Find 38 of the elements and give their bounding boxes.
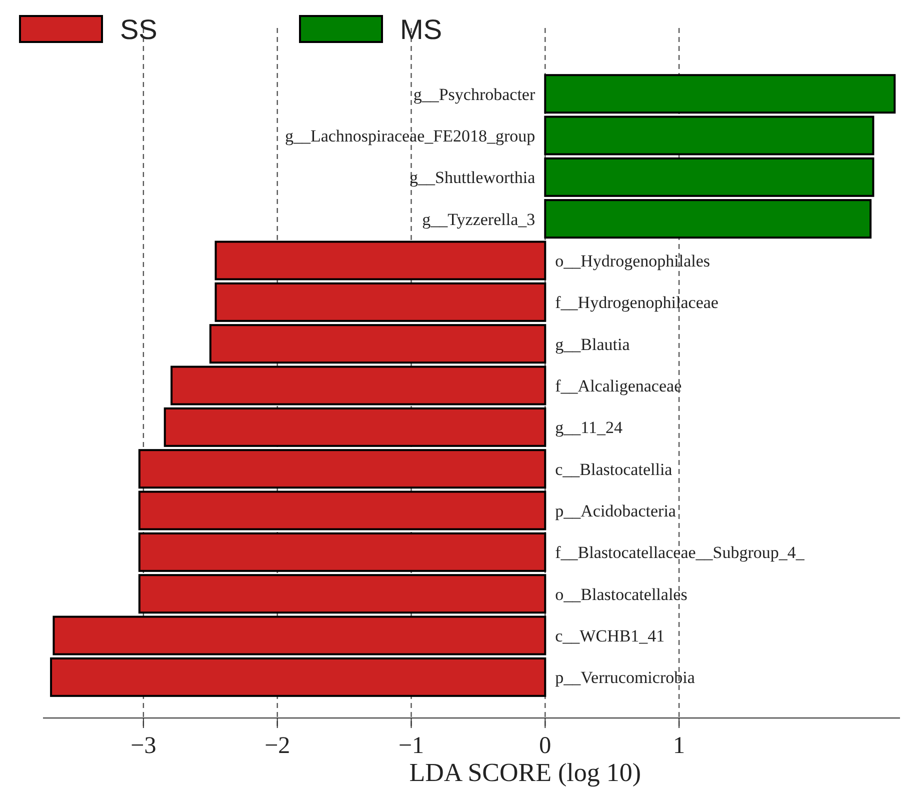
bar <box>138 532 546 572</box>
x-tick-label: 0 <box>539 733 552 759</box>
y-tick-label: f__Hydrogenophilaceae <box>555 293 718 312</box>
y-tick-label: o__Blastocatellales <box>555 584 688 604</box>
x-tick-label: 1 <box>673 733 686 759</box>
y-tick-label: o__Hydrogenophilales <box>555 251 710 270</box>
y-tick-label: g__Lachnospiraceae_FE2018_group <box>284 126 536 146</box>
bar <box>164 407 546 447</box>
bar <box>52 616 546 656</box>
y-tick-label: c__WCHB1_41 <box>555 626 665 646</box>
bar <box>138 574 546 614</box>
y-tick-label: p__Acidobacteria <box>555 501 676 520</box>
y-tick-label: g__Tyzzerella_3 <box>422 210 536 229</box>
bar <box>214 240 546 280</box>
bar <box>544 157 874 197</box>
bar <box>50 657 546 697</box>
x-tick-label: −3 <box>130 733 156 759</box>
y-tick-label: c__Blastocatellia <box>555 460 673 479</box>
y-tick-label: g__Psychrobacter <box>413 84 536 104</box>
x-tick-label: −2 <box>264 733 290 759</box>
legend-label: MS <box>400 14 442 45</box>
y-tick-label: g__11_24 <box>555 418 624 438</box>
bar <box>544 116 874 156</box>
x-axis-title: LDA SCORE (log 10) <box>409 758 642 787</box>
y-tick-label: f__Blastocatellaceae__Subgroup_4_ <box>555 543 805 562</box>
y-tick-label: g__Blautia <box>555 334 630 354</box>
bar <box>138 490 546 530</box>
bar <box>170 366 546 406</box>
y-tick-label: g__Shuttleworthia <box>410 168 536 188</box>
bar <box>138 449 546 489</box>
y-tick-label: f__Alcaligenaceae <box>555 376 682 396</box>
bar <box>544 74 896 114</box>
bar <box>544 199 872 239</box>
x-tick-label: −1 <box>398 733 424 759</box>
bar <box>214 282 546 322</box>
bar <box>209 324 546 364</box>
y-tick-label: p__Verrucomicrobia <box>555 668 696 688</box>
legend-label: SS <box>120 14 158 45</box>
